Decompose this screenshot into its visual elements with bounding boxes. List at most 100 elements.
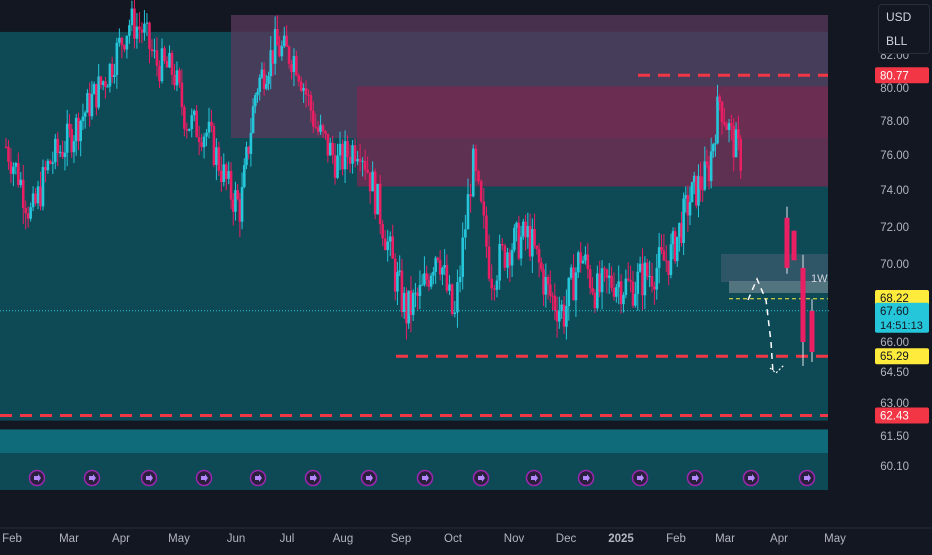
candle [287, 46, 291, 64]
candle [51, 162, 55, 164]
candle [101, 81, 105, 85]
candle [493, 288, 496, 290]
candle [393, 258, 397, 292]
candle [236, 190, 239, 200]
candle [402, 292, 406, 313]
candle [645, 262, 649, 277]
time-tick: Jul [280, 533, 295, 545]
candle [727, 123, 731, 131]
candle [558, 311, 561, 322]
candle [14, 162, 18, 167]
candle [535, 245, 539, 249]
candle [631, 281, 635, 306]
candle [234, 190, 237, 212]
candle [528, 225, 532, 257]
candle [598, 273, 601, 293]
candle [730, 123, 733, 126]
candle [553, 295, 557, 311]
candle [358, 158, 362, 162]
candle [400, 270, 404, 313]
candle [115, 42, 119, 75]
price-tick: 72.00 [880, 222, 909, 234]
event-arrow-icon [310, 474, 317, 482]
candle [546, 276, 550, 285]
candle [508, 252, 512, 266]
candle [686, 195, 690, 216]
candle [39, 186, 42, 207]
candle [591, 288, 594, 293]
candle [549, 284, 552, 296]
candle [540, 262, 543, 270]
candle [376, 183, 379, 215]
candle [207, 121, 211, 133]
candle [572, 267, 575, 301]
candle [79, 120, 82, 142]
candle [607, 275, 611, 278]
candle [739, 138, 743, 171]
candle [531, 229, 534, 257]
candle [396, 272, 399, 292]
candle [725, 124, 729, 131]
price-axis[interactable] [829, 0, 932, 528]
candle [407, 290, 410, 324]
candle [734, 129, 738, 158]
candle [265, 83, 268, 89]
time-tick: Oct [444, 533, 463, 545]
candle [328, 142, 332, 156]
lower-band [0, 429, 828, 456]
candle [533, 229, 536, 246]
candle [165, 60, 169, 68]
time-tick: Nov [504, 533, 525, 545]
candle [224, 164, 228, 179]
time-tick: Apr [770, 533, 788, 545]
candle [551, 295, 554, 297]
candle [448, 284, 451, 291]
candle [636, 271, 640, 294]
candle [562, 304, 566, 327]
candle [319, 125, 322, 132]
candle [383, 238, 387, 251]
candle [53, 138, 57, 163]
candle [338, 143, 342, 156]
unit-selector[interactable]: BLL [886, 34, 908, 48]
candle [231, 199, 235, 212]
candle [192, 110, 196, 116]
time-tick: Feb [666, 533, 686, 545]
candle [695, 175, 698, 206]
event-arrow-icon [366, 474, 373, 482]
candle [660, 247, 663, 251]
candle [99, 76, 103, 85]
candle [737, 129, 740, 139]
time-tick: Sep [391, 533, 411, 545]
candle [304, 88, 308, 95]
candle [24, 208, 28, 214]
candle [584, 254, 587, 261]
candle [170, 52, 174, 75]
candle [19, 179, 23, 185]
candle [675, 236, 679, 262]
currency-selector[interactable]: USD [886, 10, 912, 24]
candle [701, 189, 704, 191]
candle [641, 263, 644, 296]
candle [123, 45, 126, 50]
candle [267, 76, 270, 84]
candle [720, 101, 724, 123]
candle [596, 273, 599, 309]
candle [418, 285, 422, 296]
candle [331, 142, 334, 156]
candle [353, 145, 357, 162]
candle [271, 50, 275, 64]
price-label: 67.60 [880, 306, 909, 318]
candle [125, 35, 129, 50]
price-label: 65.29 [880, 351, 909, 363]
candle [118, 37, 121, 43]
candle [662, 250, 666, 261]
candle [173, 74, 176, 86]
candle [634, 293, 637, 306]
candle [195, 110, 198, 138]
candle [61, 151, 64, 157]
price-label-box [875, 67, 929, 84]
candle [560, 304, 563, 312]
